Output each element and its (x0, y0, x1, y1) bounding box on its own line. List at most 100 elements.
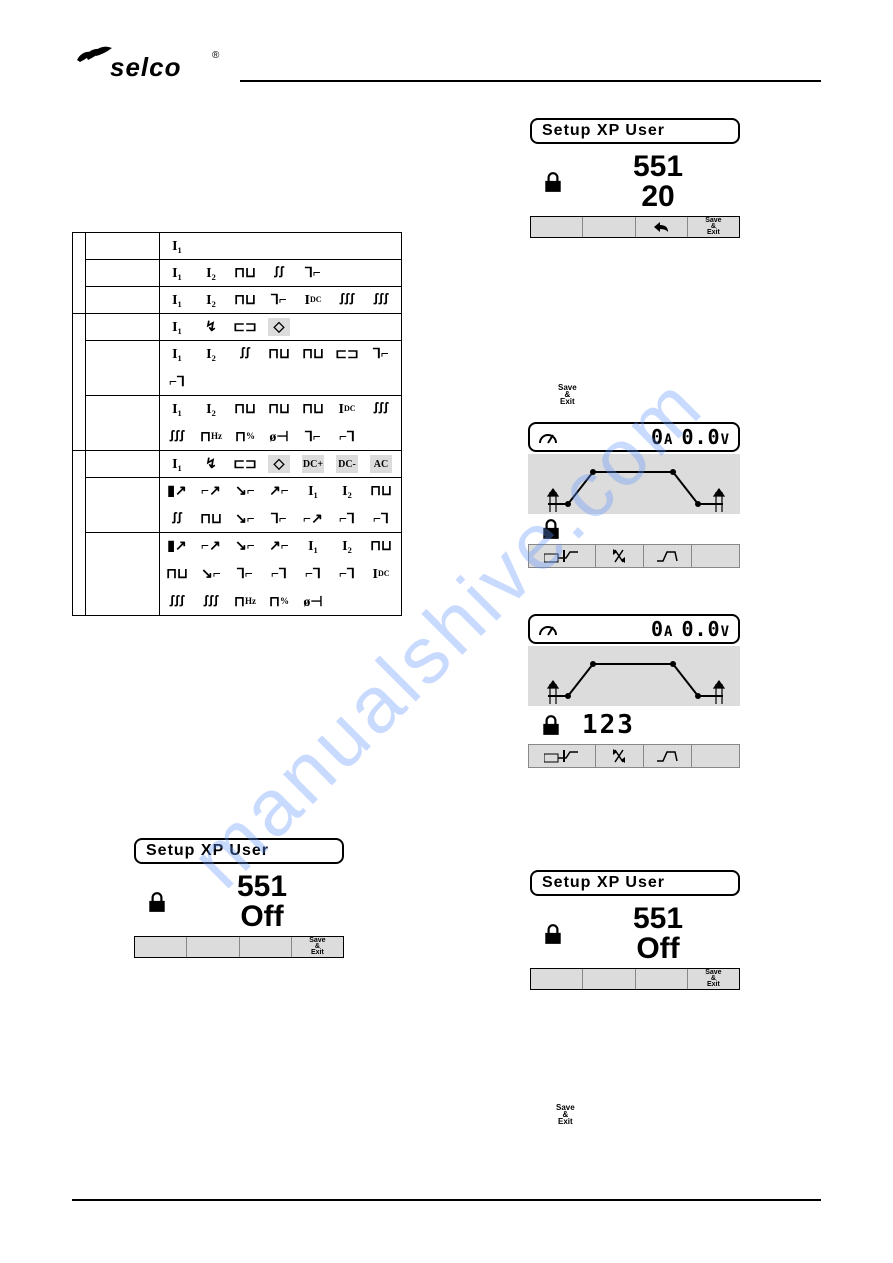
param-icon: I₁ (166, 400, 188, 418)
softkey-save-exit[interactable]: Save&Exit (688, 969, 739, 989)
param-icon: ꭍꭍꭍ (200, 593, 222, 611)
softkey-weld-mode[interactable] (529, 545, 596, 567)
param-value: Off (186, 902, 338, 932)
param-icon: ⊓⊔ (200, 510, 222, 528)
param-icon: ꭍꭍ (268, 264, 290, 282)
group-cell (73, 233, 86, 314)
softkey-3[interactable] (636, 969, 688, 989)
softkey-1[interactable] (531, 217, 583, 237)
label-cell (86, 260, 160, 287)
lcd-button-bar: Save&Exit (530, 216, 740, 238)
label-cell (86, 233, 160, 260)
weld-button-bar (528, 544, 740, 568)
softkey-updown[interactable] (596, 545, 644, 567)
param-icon: I₂ (336, 482, 358, 500)
param-number: 551 (582, 904, 734, 934)
softkey-2[interactable] (583, 969, 635, 989)
weld-profile-graph (528, 646, 740, 706)
save-exit-label-2: Save & Exit (556, 1104, 575, 1126)
label-cell (86, 533, 160, 616)
amp-value: 0 (651, 617, 664, 641)
softkey-1[interactable] (135, 937, 187, 957)
softkey-2[interactable] (583, 217, 635, 237)
lock-icon (540, 518, 562, 540)
param-icon: ⅂⌐ (302, 428, 324, 446)
param-icon: ▮↗ (166, 482, 188, 500)
save-exit-label: Save & Exit (558, 384, 577, 406)
softkey-slope[interactable] (644, 745, 692, 767)
param-icon: ⊓⊔ (234, 264, 256, 282)
param-icon: ⊓⊔ (166, 565, 188, 583)
param-icon: ⅂⌐ (268, 510, 290, 528)
weld-readout: 0A 0.0V (528, 422, 740, 452)
volt-unit: V (721, 432, 730, 448)
param-icon: ⊏⊐ (336, 345, 358, 363)
param-icon: ⊓% (234, 428, 256, 446)
lcd-button-bar: Save&Exit (530, 968, 740, 990)
param-icon: ꭍꭍꭍ (370, 291, 392, 309)
param-icon: ⌐⅂ (166, 373, 188, 391)
password-value: 123 (582, 710, 635, 740)
label-cell (86, 396, 160, 451)
softkey-slope[interactable] (644, 545, 692, 567)
param-icon: ◇ (268, 455, 290, 473)
param-icon: I₁ (166, 455, 188, 473)
param-icon: ⌐⅂ (336, 428, 358, 446)
param-icon: ⊓% (268, 593, 290, 611)
softkey-4[interactable] (692, 745, 739, 767)
param-icon: ⅂⌐ (370, 345, 392, 363)
param-icon: DC+ (302, 455, 324, 473)
selco-logo: selco ® (72, 42, 222, 86)
lcd-panel-setup-1: Setup XP User 551 20 Save&Exit (530, 118, 740, 238)
volt-value: 0.0 (681, 617, 720, 641)
softkey-undo[interactable] (636, 217, 688, 237)
param-icon: ⊓Hz (200, 428, 222, 446)
weld-profile-graph (528, 454, 740, 514)
weld-screen-password: 0A 0.0V 123 (528, 614, 740, 768)
lcd-title: Setup XP User (530, 870, 740, 896)
icons-cell: ▮↗⌐↗↘⌐↗⌐I₁I₂⊓⊔⊓⊔↘⌐⅂⌐⌐⅂⌐⅂⌐⅂IDCꭍꭍꭍꭍꭍꭍ⊓Hz⊓%… (160, 533, 402, 616)
param-icon: ꭍꭍꭍ (166, 428, 188, 446)
param-icon: ↘⌐ (200, 565, 222, 583)
param-icon: I₁ (166, 318, 188, 336)
label-cell (86, 287, 160, 314)
param-icon: I₁ (166, 345, 188, 363)
softkey-save-exit[interactable]: Save&Exit (292, 937, 343, 957)
label-cell (86, 314, 160, 341)
label-cell (86, 451, 160, 478)
lock-icon (542, 171, 564, 193)
param-icon: DC- (336, 455, 358, 473)
param-icon: ⌐↗ (302, 510, 324, 528)
param-icon: ⊓⊔ (268, 400, 290, 418)
svg-text:®: ® (212, 50, 220, 61)
param-icon: ↯ (200, 318, 222, 336)
table-row: ▮↗⌐↗↘⌐↗⌐I₁I₂⊓⊔ꭍꭍ⊓⊔↘⌐⅂⌐⌐↗⌐⅂⌐⅂ (73, 478, 402, 533)
param-icon: ⌐⅂ (336, 565, 358, 583)
param-icon: ⊓⊔ (370, 482, 392, 500)
param-icon: IDC (336, 400, 358, 418)
softkey-save-exit[interactable]: Save&Exit (688, 217, 739, 237)
softkey-2[interactable] (187, 937, 239, 957)
parameter-icon-table: I₁I₁I₂⊓⊔ꭍꭍ⅂⌐I₁I₂⊓⊔⅂⌐IDCꭍꭍꭍꭍꭍꭍI₁↯⊏⊐◇I₁I₂ꭍ… (72, 232, 402, 616)
weld-lock-row: 123 (528, 706, 740, 744)
icons-cell: I₁↯⊏⊐◇ (160, 314, 402, 341)
param-value: 20 (582, 182, 734, 212)
softkey-weld-mode[interactable] (529, 745, 596, 767)
param-icon: ↯ (200, 455, 222, 473)
lcd-title: Setup XP User (134, 838, 344, 864)
table-row: I₁I₂⊓⊔⊓⊔⊓⊔IDCꭍꭍꭍꭍꭍꭍ⊓Hz⊓%ø⊣⅂⌐⌐⅂ (73, 396, 402, 451)
softkey-4[interactable] (692, 545, 739, 567)
weld-button-bar (528, 744, 740, 768)
param-icon: ⊓⊔ (370, 537, 392, 555)
softkey-3[interactable] (240, 937, 292, 957)
softkey-updown[interactable] (596, 745, 644, 767)
param-icon: ◇ (268, 318, 290, 336)
footer-rule (72, 1199, 821, 1201)
param-icon: ø⊣ (302, 593, 324, 611)
param-icon: I₂ (200, 345, 222, 363)
param-icon: ⊓⊔ (234, 400, 256, 418)
lock-icon (540, 714, 562, 736)
param-icon: I₂ (200, 291, 222, 309)
param-icon: ⅂⌐ (234, 565, 256, 583)
softkey-1[interactable] (531, 969, 583, 989)
